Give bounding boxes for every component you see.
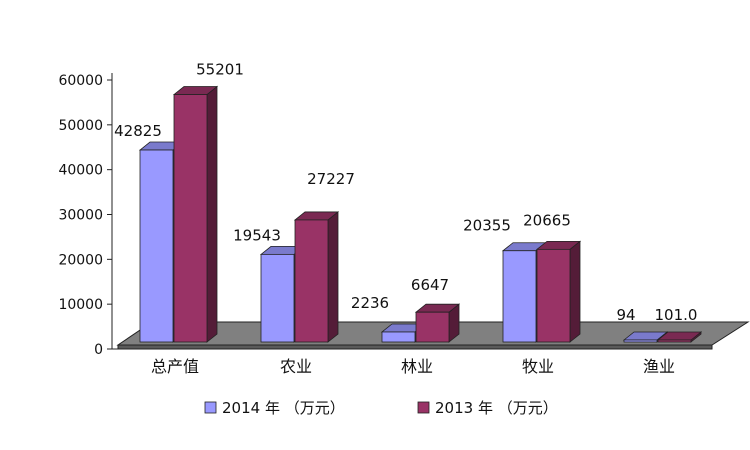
data-label: 6647	[411, 276, 449, 294]
floor-edge	[117, 344, 713, 350]
data-label: 42825	[114, 122, 162, 140]
legend-swatch	[204, 401, 217, 414]
bar	[293, 211, 340, 343]
bar-side	[327, 211, 339, 343]
y-tick-label: 20000	[58, 252, 103, 268]
category-label: 农业	[280, 357, 312, 376]
y-tick-label: 10000	[58, 297, 103, 313]
bar-front	[502, 250, 537, 343]
bar-front	[381, 331, 416, 343]
category-labels: 总产值 农业 林业 牧业 渔业	[151, 357, 675, 376]
y-tick-label: 30000	[58, 208, 103, 224]
data-label: 20665	[523, 211, 571, 229]
bar-front	[415, 311, 450, 343]
legend-label: 2013 年 （万元）	[435, 399, 558, 417]
legend-label: 2014 年 （万元）	[222, 399, 345, 417]
bar	[172, 85, 219, 343]
y-tick-label: 0	[94, 342, 103, 358]
category-label: 林业	[401, 357, 433, 376]
bar	[414, 303, 461, 343]
y-tick-label: 40000	[58, 163, 103, 179]
bar-front	[139, 149, 174, 343]
data-label: 27227	[307, 170, 355, 188]
data-label: 94	[616, 306, 635, 324]
data-label: 55201	[196, 61, 244, 79]
legend-swatch	[417, 401, 430, 414]
bars	[138, 85, 703, 343]
category-label: 总产值	[151, 357, 199, 376]
bar-front	[294, 219, 329, 343]
legend-item: 2013 年 （万元）	[417, 399, 558, 417]
bar-front	[657, 339, 692, 343]
bar-side	[569, 240, 581, 343]
legend-item: 2014 年 （万元）	[204, 399, 345, 417]
data-label: 2236	[351, 294, 389, 312]
bar-side	[206, 85, 218, 343]
bar-front	[173, 94, 208, 343]
bar	[535, 240, 582, 343]
bar-front	[260, 253, 295, 343]
y-axis: 0 10000 20000 30000 40000 50000 60000	[58, 73, 118, 358]
bar	[656, 331, 703, 343]
category-label: 渔业	[643, 357, 675, 376]
bar-front	[536, 248, 571, 343]
y-tick-label: 50000	[58, 118, 103, 134]
data-label: 19543	[233, 226, 281, 244]
category-label: 牧业	[522, 357, 554, 376]
legend: 2014 年 （万元） 2013 年 （万元）	[204, 399, 558, 417]
bar-front	[623, 339, 658, 343]
y-tick-label: 60000	[58, 73, 103, 89]
data-labels: 42825 55201 19543 27227 2236 6647 20355 20665 94…	[114, 61, 697, 324]
data-label: 20355	[463, 217, 511, 235]
data-label: 101.0	[655, 306, 698, 324]
